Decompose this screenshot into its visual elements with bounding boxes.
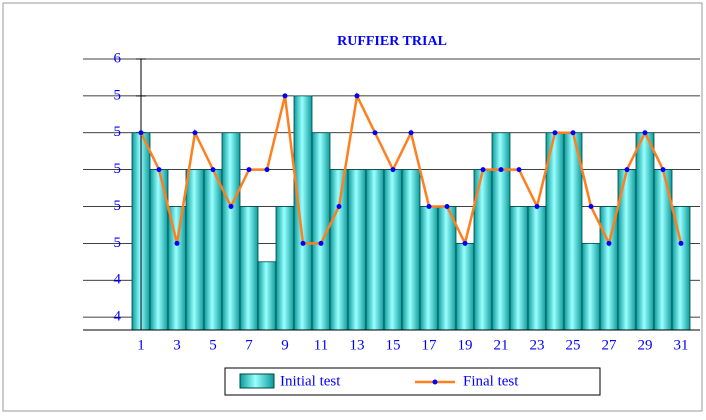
legend-swatch	[239, 373, 275, 389]
point	[462, 240, 468, 246]
x-tick-label: 23	[530, 337, 545, 353]
point	[480, 167, 486, 173]
x-tick-label: 31	[674, 337, 689, 353]
x-tick-label: 21	[494, 337, 509, 353]
point	[336, 203, 342, 209]
legend	[224, 367, 601, 396]
bar	[185, 169, 205, 331]
point	[570, 130, 576, 136]
point	[408, 130, 414, 136]
point	[588, 203, 594, 209]
bar	[167, 206, 187, 331]
y-tick-label: 5	[114, 235, 122, 251]
bar	[437, 206, 457, 331]
point	[606, 240, 612, 246]
y-tick-label: 5	[114, 198, 122, 214]
x-tick-label: 15	[386, 337, 401, 353]
legend-label: Initial test	[280, 373, 341, 389]
point	[318, 240, 324, 246]
bar	[401, 169, 421, 331]
y-tick-label: 6	[114, 50, 122, 66]
x-tick-label: 29	[638, 337, 653, 353]
point	[300, 240, 306, 246]
bar	[239, 206, 259, 331]
point	[174, 240, 180, 246]
y-tick-label: 4	[114, 309, 122, 325]
x-tick-label: 19	[458, 337, 473, 353]
chart-title: RUFFIER TRIAL	[337, 34, 447, 49]
point	[534, 203, 540, 209]
point	[444, 203, 450, 209]
x-tick-label: 5	[209, 337, 217, 353]
point	[642, 130, 648, 136]
point	[264, 167, 270, 173]
bar	[275, 206, 295, 331]
point	[516, 167, 522, 173]
x-tick-label: 9	[281, 337, 289, 353]
bar	[419, 206, 439, 331]
x-tick-label: 25	[566, 337, 581, 353]
legend-label: Final test	[463, 373, 519, 389]
point	[660, 167, 666, 173]
point	[498, 167, 504, 173]
point	[138, 130, 144, 136]
bar	[671, 206, 691, 331]
bar	[455, 242, 475, 331]
bar	[329, 169, 349, 331]
bar	[509, 206, 529, 331]
x-tick-label: 17	[422, 337, 438, 353]
bar	[203, 169, 223, 331]
point	[552, 130, 558, 136]
x-tick-label: 11	[314, 337, 328, 353]
point	[354, 93, 360, 99]
point	[624, 167, 630, 173]
bar	[293, 95, 313, 331]
bar	[491, 132, 511, 331]
x-tick-label: 3	[173, 337, 181, 353]
bar	[635, 132, 655, 331]
point	[246, 167, 252, 173]
point	[228, 203, 234, 209]
legend-dot	[432, 379, 438, 385]
point	[390, 167, 396, 173]
bar	[365, 169, 385, 331]
x-tick-label: 27	[602, 337, 618, 353]
point	[192, 130, 198, 136]
x-tick-label: 1	[137, 337, 145, 353]
bar	[221, 132, 241, 331]
x-tick-label: 13	[350, 337, 365, 353]
y-tick-label: 5	[114, 87, 122, 103]
y-tick-label: 5	[114, 161, 122, 177]
point	[678, 240, 684, 246]
point	[282, 93, 288, 99]
bar	[383, 169, 403, 331]
point	[156, 167, 162, 173]
point	[210, 167, 216, 173]
y-tick-label: 5	[114, 124, 122, 140]
point	[372, 130, 378, 136]
bar	[257, 261, 277, 331]
y-tick-label: 4	[114, 272, 122, 288]
bar	[347, 169, 367, 331]
bar	[599, 206, 619, 331]
point	[426, 203, 432, 209]
bar	[527, 206, 547, 331]
bar	[581, 242, 601, 331]
x-tick-label: 7	[245, 337, 253, 353]
